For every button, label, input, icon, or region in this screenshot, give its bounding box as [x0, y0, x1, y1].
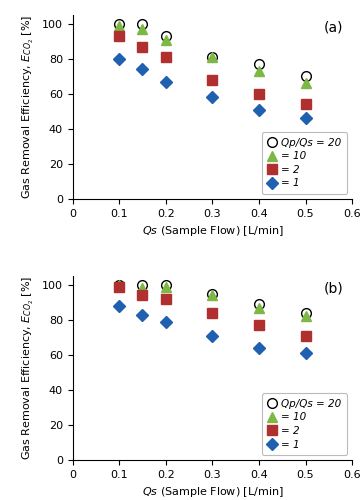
Qp/Qs = 20 — [140, 282, 145, 288]
Line: Qp/Qs = 20: Qp/Qs = 20 — [114, 280, 310, 318]
= 2 — [303, 102, 308, 107]
Qp/Qs = 20 — [210, 290, 215, 296]
Y-axis label: Gas Removal Efficiency, $E_{CO_2}$ [%]: Gas Removal Efficiency, $E_{CO_2}$ [%] — [21, 276, 36, 460]
Line: = 10: = 10 — [114, 20, 310, 88]
= 2 — [164, 296, 168, 302]
= 10 — [210, 54, 215, 60]
= 2 — [257, 322, 261, 328]
= 10 — [257, 68, 261, 74]
= 10 — [140, 26, 145, 32]
Line: = 10: = 10 — [114, 280, 310, 322]
Legend: Qp/Qs = 20, = 10, = 2, = 1: Qp/Qs = 20, = 10, = 2, = 1 — [262, 132, 347, 194]
Text: (a): (a) — [324, 20, 344, 34]
= 10 — [303, 314, 308, 320]
= 1 — [117, 303, 121, 309]
Qp/Qs = 20 — [257, 61, 261, 67]
= 10 — [164, 284, 168, 290]
Legend: Qp/Qs = 20, = 10, = 2, = 1: Qp/Qs = 20, = 10, = 2, = 1 — [262, 394, 347, 455]
= 10 — [257, 304, 261, 310]
= 10 — [210, 292, 215, 298]
Qp/Qs = 20 — [164, 33, 168, 39]
= 2 — [164, 54, 168, 60]
= 2 — [257, 91, 261, 97]
Qp/Qs = 20 — [164, 282, 168, 288]
Line: = 1: = 1 — [115, 54, 310, 122]
= 10 — [164, 36, 168, 43]
= 2 — [210, 77, 215, 83]
= 2 — [117, 33, 121, 39]
Text: (b): (b) — [324, 282, 344, 296]
Y-axis label: Gas Removal Efficiency, $E_{CO_2}$ [%]: Gas Removal Efficiency, $E_{CO_2}$ [%] — [21, 15, 36, 199]
= 1 — [210, 94, 215, 100]
Line: = 1: = 1 — [115, 302, 310, 358]
= 2 — [117, 284, 121, 290]
X-axis label: $Qs$ (Sample Flow) [L/min]: $Qs$ (Sample Flow) [L/min] — [142, 486, 283, 500]
= 2 — [140, 44, 145, 50]
Qp/Qs = 20 — [303, 310, 308, 316]
Qp/Qs = 20 — [117, 21, 121, 27]
Line: = 2: = 2 — [114, 282, 310, 341]
= 2 — [303, 332, 308, 338]
Qp/Qs = 20 — [210, 54, 215, 60]
= 1 — [140, 312, 145, 318]
X-axis label: $Qs$ (Sample Flow) [L/min]: $Qs$ (Sample Flow) [L/min] — [142, 224, 283, 238]
= 1 — [164, 318, 168, 324]
= 2 — [140, 292, 145, 298]
Line: = 2: = 2 — [114, 31, 310, 109]
= 1 — [140, 66, 145, 72]
= 1 — [303, 350, 308, 356]
= 1 — [257, 106, 261, 112]
= 1 — [164, 78, 168, 84]
= 10 — [303, 80, 308, 86]
= 1 — [303, 116, 308, 121]
= 1 — [257, 345, 261, 351]
Qp/Qs = 20 — [257, 301, 261, 307]
Qp/Qs = 20 — [117, 282, 121, 288]
= 1 — [117, 56, 121, 62]
= 2 — [210, 310, 215, 316]
= 10 — [117, 22, 121, 28]
Line: Qp/Qs = 20: Qp/Qs = 20 — [114, 19, 310, 81]
= 1 — [210, 332, 215, 338]
Qp/Qs = 20 — [303, 74, 308, 80]
= 10 — [140, 286, 145, 292]
= 10 — [117, 282, 121, 288]
Qp/Qs = 20 — [140, 21, 145, 27]
